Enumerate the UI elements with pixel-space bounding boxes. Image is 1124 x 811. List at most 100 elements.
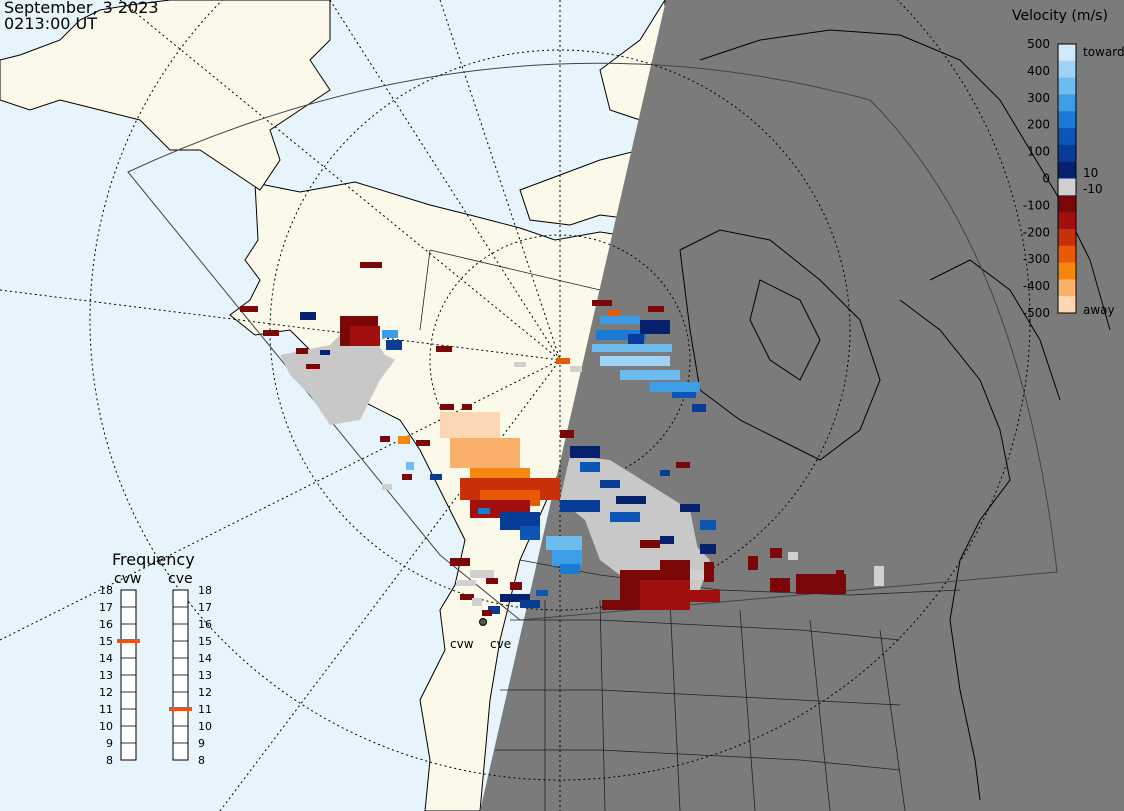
velocity-tick-label: -400 bbox=[1023, 279, 1050, 293]
velocity-cell bbox=[570, 366, 582, 372]
radar-site-marker bbox=[479, 618, 487, 626]
velocity-cell bbox=[836, 570, 844, 588]
velocity-cell bbox=[552, 550, 582, 566]
velocity-cell bbox=[430, 474, 442, 480]
velocity-colorbar-segment bbox=[1058, 94, 1076, 112]
velocity-cell bbox=[380, 436, 390, 442]
time-label: 0213:00 UT bbox=[4, 14, 98, 33]
velocity-cell bbox=[360, 262, 382, 268]
velocity-tick-label: -500 bbox=[1023, 306, 1050, 320]
velocity-cell bbox=[770, 548, 782, 558]
velocity-tick-label: 400 bbox=[1027, 64, 1050, 78]
velocity-tick-label: 300 bbox=[1027, 91, 1050, 105]
velocity-cell bbox=[628, 334, 644, 344]
frequency-tick-label: 14 bbox=[198, 652, 212, 665]
velocity-tick-label: 500 bbox=[1027, 37, 1050, 51]
velocity-cell bbox=[450, 558, 470, 566]
frequency-tick-label: 13 bbox=[198, 669, 212, 682]
frequency-tick-label: 9 bbox=[198, 737, 205, 750]
frequency-tick-label: 14 bbox=[99, 652, 113, 665]
frequency-tick-label: 17 bbox=[99, 601, 113, 614]
velocity-cell bbox=[520, 600, 540, 608]
velocity-cell bbox=[770, 578, 790, 592]
velocity-cell bbox=[748, 556, 758, 570]
frequency-tick-label: 12 bbox=[198, 686, 212, 699]
velocity-cell bbox=[570, 446, 600, 458]
velocity-cell bbox=[296, 348, 308, 354]
velocity-cell bbox=[320, 350, 330, 355]
velocity-toward-label: toward bbox=[1083, 45, 1124, 59]
frequency-tick-label: 13 bbox=[99, 669, 113, 682]
velocity-cell bbox=[600, 316, 640, 324]
frequency-tick-label: 18 bbox=[198, 584, 212, 597]
velocity-tick-label: 0 bbox=[1042, 172, 1050, 186]
velocity-colorbar-segment bbox=[1058, 212, 1076, 230]
velocity-cell bbox=[660, 470, 670, 476]
velocity-inner-tick-neg: -10 bbox=[1083, 182, 1103, 196]
velocity-cell bbox=[536, 590, 548, 596]
velocity-cell bbox=[610, 512, 640, 522]
frequency-tick-label: 8 bbox=[198, 754, 205, 767]
date-label: September, 3 2023 bbox=[4, 0, 159, 17]
velocity-cell bbox=[478, 508, 490, 514]
velocity-cell bbox=[680, 590, 720, 602]
velocity-cell bbox=[472, 598, 482, 606]
frequency-tick-label: 15 bbox=[198, 635, 212, 648]
velocity-cell bbox=[440, 412, 500, 438]
velocity-cell bbox=[482, 610, 492, 616]
velocity-cell bbox=[600, 356, 670, 366]
velocity-cell bbox=[440, 404, 454, 410]
velocity-cell bbox=[592, 344, 672, 352]
velocity-cell bbox=[700, 520, 716, 530]
frequency-tick-label: 9 bbox=[106, 737, 113, 750]
velocity-colorbar-segment bbox=[1058, 128, 1076, 146]
velocity-cell bbox=[676, 462, 690, 468]
velocity-cell bbox=[600, 480, 620, 488]
velocity-colorbar-segment bbox=[1058, 296, 1076, 314]
velocity-colorbar-segment bbox=[1058, 111, 1076, 129]
velocity-cell bbox=[660, 536, 674, 544]
velocity-colorbar bbox=[1057, 43, 1077, 314]
velocity-colorbar-segment bbox=[1058, 245, 1076, 264]
velocity-colorbar-frame bbox=[1057, 43, 1077, 314]
radar-field-of-view bbox=[127, 62, 1058, 621]
velocity-colorbar-segment bbox=[1058, 77, 1076, 95]
velocity-cell bbox=[660, 560, 690, 580]
velocity-cell bbox=[556, 358, 570, 364]
velocity-tick-labels: 500 400 300 200 100 0 -100 -200 -300 -400 -500 bbox=[1023, 37, 1050, 320]
velocity-cell bbox=[486, 578, 498, 584]
velocity-cell bbox=[560, 430, 574, 438]
velocity-colorbar-segment bbox=[1058, 161, 1076, 179]
velocity-cell bbox=[460, 594, 474, 600]
velocity-cell bbox=[596, 330, 646, 340]
frequency-tick-label: 11 bbox=[198, 703, 212, 716]
velocity-cell bbox=[240, 306, 258, 312]
velocity-cell bbox=[514, 362, 526, 367]
radar-site-label-cvw: cvw bbox=[450, 637, 474, 651]
frequency-radar-cvw: cvw bbox=[114, 571, 141, 587]
velocity-cell bbox=[263, 330, 279, 336]
velocity-cell bbox=[580, 462, 600, 472]
velocity-cell bbox=[560, 500, 600, 512]
velocity-cell bbox=[690, 570, 710, 580]
state-boundaries bbox=[419, 249, 961, 811]
frequency-tick-label: 16 bbox=[99, 618, 113, 631]
velocity-tick-label: 200 bbox=[1027, 118, 1050, 132]
frequency-title: Frequency bbox=[112, 550, 195, 569]
frequency-ticks-right: 18 17 16 15 14 13 12 11 10 9 8 bbox=[198, 584, 212, 767]
velocity-cell bbox=[680, 504, 700, 512]
frequency-panel: Frequency cvw cve 18 17 16 15 14 13 12 11 10 9 8 1… bbox=[99, 550, 212, 767]
velocity-colorbar-segment bbox=[1058, 44, 1076, 62]
velocity-colorbar-segment bbox=[1058, 60, 1076, 79]
velocity-cell bbox=[488, 606, 500, 614]
frequency-marker-cve bbox=[169, 707, 192, 711]
frequency-tick-label: 15 bbox=[99, 635, 113, 648]
velocity-cell bbox=[692, 404, 706, 412]
velocity-cell bbox=[398, 436, 410, 444]
velocity-cell bbox=[616, 496, 646, 504]
frequency-tick-label: 11 bbox=[99, 703, 113, 716]
velocity-cell bbox=[462, 404, 472, 410]
velocity-cell bbox=[416, 440, 430, 446]
velocity-cell bbox=[300, 312, 316, 320]
